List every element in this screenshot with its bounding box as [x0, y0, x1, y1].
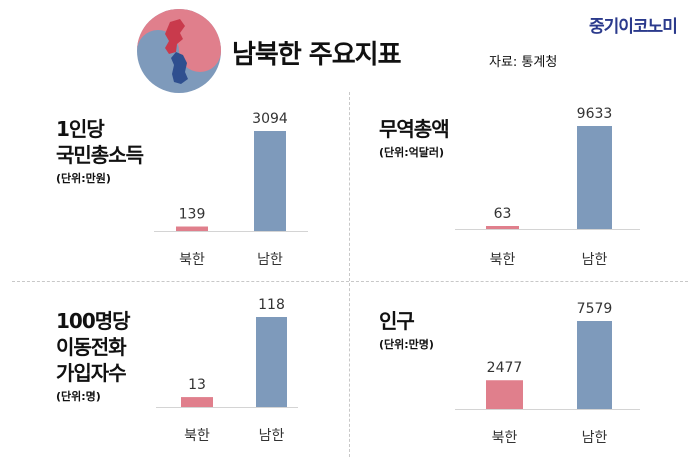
data-label: 9633 — [577, 106, 613, 122]
data-label: 7579 — [577, 301, 613, 317]
bar-north — [486, 226, 519, 229]
bar-north — [181, 397, 213, 407]
panel-unit: (단위:만원) — [56, 172, 111, 185]
category-label: 남한 — [257, 252, 283, 268]
chart-mobile: 13 북한 118 남한 — [156, 297, 298, 444]
bar-south — [254, 131, 286, 231]
bar-south — [577, 126, 612, 229]
chart-population: 2477 북한 7579 남한 — [455, 301, 640, 446]
korea-emblem-icon — [137, 9, 221, 93]
panel-title: 인구 — [379, 309, 415, 333]
category-label: 남한 — [582, 430, 608, 446]
data-label: 118 — [258, 297, 285, 313]
source-note: 자료: 통계청 — [489, 55, 558, 70]
category-label: 남한 — [259, 428, 285, 444]
panel-unit: (단위:명) — [56, 390, 101, 403]
panel-title: 1인당 국민총소득 — [56, 117, 144, 167]
page-title: 남북한 주요지표 — [232, 40, 401, 70]
panel-title: 100명당 이동전화 가입자수 — [56, 309, 131, 385]
category-label: 북한 — [490, 252, 516, 268]
chart-gni: 139 북한 3094 남한 — [154, 111, 308, 268]
category-label: 북한 — [179, 252, 205, 268]
panel-trade-total: 63 북한 9633 남한 무역총액 (단위:억달러) — [355, 98, 700, 278]
bar-south — [577, 321, 612, 409]
panel-population: 2477 북한 7579 남한 인구 (단위:만명) — [355, 286, 700, 466]
data-label: 3094 — [252, 111, 288, 127]
bar-north — [486, 380, 523, 409]
panel-unit: (단위:억달러) — [379, 146, 445, 159]
horizontal-divider — [12, 281, 688, 282]
panel-gni-per-capita: 139 북한 3094 남한 1인당 국민총소득 (단위:만원) — [8, 98, 353, 278]
data-label: 2477 — [487, 360, 523, 376]
chart-trade: 63 북한 9633 남한 — [455, 106, 640, 268]
category-label: 북한 — [492, 430, 518, 446]
data-label: 63 — [494, 206, 512, 222]
panel-unit: (단위:만명) — [379, 338, 434, 351]
panel-title: 무역총액 — [379, 117, 450, 141]
data-label: 13 — [188, 377, 206, 393]
category-label: 남한 — [582, 252, 608, 268]
panel-mobile-subscribers: 13 북한 118 남한 100명당 이동전화 가입자수 (단위:명) — [8, 286, 353, 466]
vertical-divider — [349, 92, 350, 457]
data-label: 139 — [179, 207, 206, 223]
brand-logo: 중기이코노미 — [589, 17, 678, 37]
category-label: 북한 — [184, 428, 210, 444]
bar-north — [176, 226, 208, 231]
bar-south — [256, 317, 287, 407]
